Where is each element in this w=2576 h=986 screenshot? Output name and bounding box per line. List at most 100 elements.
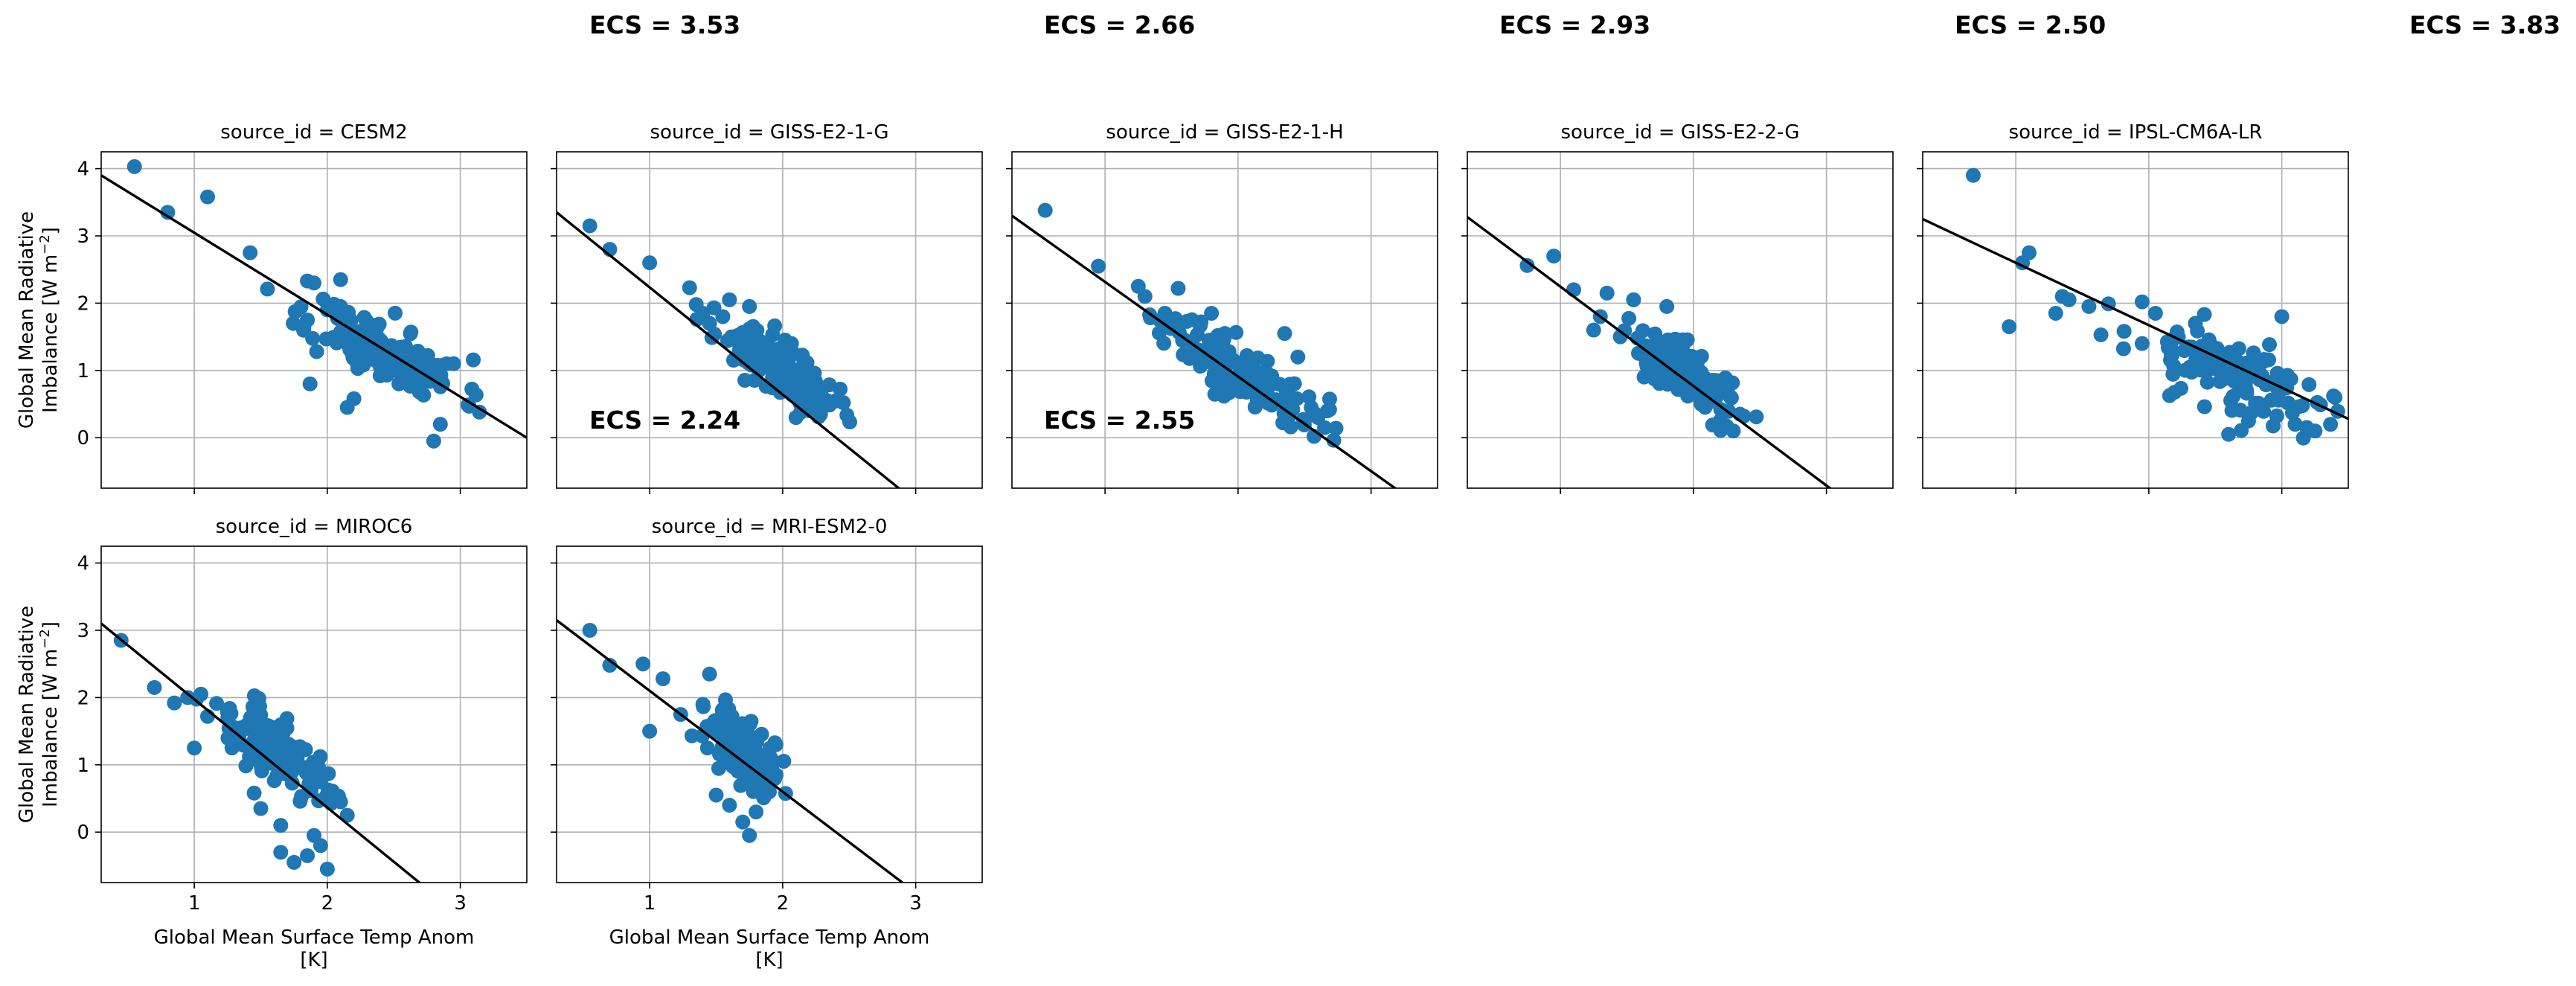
data-point bbox=[2262, 337, 2278, 353]
data-point bbox=[722, 292, 737, 307]
grid-lines bbox=[1012, 152, 1438, 488]
data-point bbox=[2202, 359, 2218, 375]
data-point bbox=[1321, 402, 1337, 417]
data-point bbox=[747, 328, 763, 344]
regression-line bbox=[557, 211, 901, 488]
ecs-annotation: ECS = 2.93 bbox=[1499, 10, 1650, 39]
data-point bbox=[2197, 307, 2212, 322]
data-point bbox=[2226, 347, 2241, 362]
data-point bbox=[1295, 412, 1311, 427]
data-point bbox=[2093, 327, 2109, 342]
data-point bbox=[2243, 405, 2259, 420]
data-point bbox=[1749, 409, 1764, 425]
data-point bbox=[319, 861, 335, 877]
data-point bbox=[312, 774, 327, 790]
data-point bbox=[1221, 385, 1237, 400]
y-axis-label-exponent: −2 bbox=[37, 234, 53, 254]
y-axis-label-close: ] bbox=[39, 621, 62, 629]
regression-line bbox=[101, 622, 422, 883]
data-point bbox=[1725, 375, 1740, 391]
x-tick-label: 2 bbox=[777, 892, 789, 915]
data-point bbox=[1091, 258, 1106, 274]
data-point bbox=[409, 355, 425, 371]
data-point bbox=[792, 384, 807, 400]
data-point bbox=[1626, 292, 1641, 307]
data-point bbox=[1252, 372, 1268, 388]
data-point bbox=[318, 331, 334, 347]
data-point bbox=[2048, 305, 2063, 321]
facet-title: source_id = MIROC6 bbox=[216, 516, 413, 538]
y-axis-label-exponent: −2 bbox=[37, 629, 53, 649]
data-point bbox=[333, 272, 348, 287]
data-point bbox=[269, 738, 285, 754]
data-point bbox=[717, 692, 733, 708]
x-tick-label: 3 bbox=[909, 892, 922, 915]
data-point bbox=[266, 773, 282, 789]
data-point bbox=[1216, 331, 1231, 347]
facet-panel: source_id = MIROC6 1 2 3 0 1 2 3 4 Global Mean Ra… bbox=[16, 516, 528, 971]
data-point bbox=[1317, 420, 1333, 435]
facet-title: source_id = GISS-E2-2-G bbox=[1561, 121, 1800, 144]
data-point bbox=[2197, 399, 2212, 414]
y-tick-label: 0 bbox=[77, 822, 89, 844]
data-point bbox=[1665, 356, 1681, 372]
data-point bbox=[307, 275, 321, 291]
data-point bbox=[2134, 336, 2150, 351]
scatter-points bbox=[126, 159, 487, 449]
data-point bbox=[739, 345, 754, 361]
data-point bbox=[1599, 285, 1615, 301]
data-point bbox=[281, 736, 296, 752]
data-point bbox=[1328, 420, 1344, 436]
data-point bbox=[167, 695, 182, 711]
regression-line bbox=[1012, 214, 1397, 488]
facet-title: source_id = CESM2 bbox=[220, 121, 407, 144]
data-point bbox=[1586, 322, 1601, 338]
scatter-points bbox=[113, 633, 355, 877]
data-point bbox=[2274, 309, 2290, 324]
data-point bbox=[2002, 319, 2017, 335]
data-point bbox=[2165, 366, 2181, 382]
data-point bbox=[808, 392, 824, 408]
data-point bbox=[1546, 249, 1562, 264]
axes-frame bbox=[1011, 151, 1438, 489]
data-point bbox=[2295, 430, 2311, 446]
y-tick-label: 2 bbox=[77, 292, 89, 315]
data-point bbox=[2224, 403, 2240, 418]
data-point bbox=[2323, 417, 2339, 432]
facet-title: source_id = GISS-E2-1-H bbox=[1106, 121, 1343, 144]
data-point bbox=[280, 753, 295, 769]
data-point bbox=[1695, 396, 1711, 412]
data-point bbox=[2164, 348, 2179, 363]
data-point bbox=[2199, 374, 2215, 390]
data-point bbox=[1247, 400, 1263, 415]
facet-panel: source_id = IPSL-CM6A-LR bbox=[1917, 121, 2349, 494]
data-point bbox=[339, 807, 355, 823]
data-point bbox=[220, 704, 235, 720]
data-point bbox=[740, 748, 756, 763]
y-tick-label: 0 bbox=[77, 427, 89, 449]
data-point bbox=[2134, 294, 2150, 310]
data-point bbox=[403, 324, 419, 340]
data-point bbox=[187, 740, 202, 756]
data-point bbox=[781, 345, 797, 360]
data-point bbox=[722, 798, 737, 813]
data-point bbox=[280, 764, 295, 780]
data-point bbox=[295, 322, 311, 338]
regression-line bbox=[557, 619, 905, 883]
data-point bbox=[365, 327, 381, 342]
scatter-points bbox=[582, 623, 793, 843]
data-point bbox=[1182, 348, 1198, 363]
data-point bbox=[1682, 367, 1698, 382]
data-point bbox=[258, 755, 274, 770]
facet-panel: source_id = MRI-ESM2-0 1 2 3 Global Mean Sur… bbox=[551, 516, 983, 971]
x-tick-label: 2 bbox=[321, 892, 334, 915]
data-point bbox=[696, 699, 711, 714]
y-axis-label: Global Mean Radiative Imbalance [W m−2] bbox=[16, 606, 62, 823]
data-point bbox=[253, 801, 269, 816]
data-point bbox=[430, 357, 446, 373]
data-point bbox=[422, 374, 438, 389]
data-point bbox=[126, 159, 142, 174]
data-point bbox=[410, 343, 426, 359]
data-point bbox=[2246, 351, 2262, 367]
data-point bbox=[742, 827, 757, 843]
